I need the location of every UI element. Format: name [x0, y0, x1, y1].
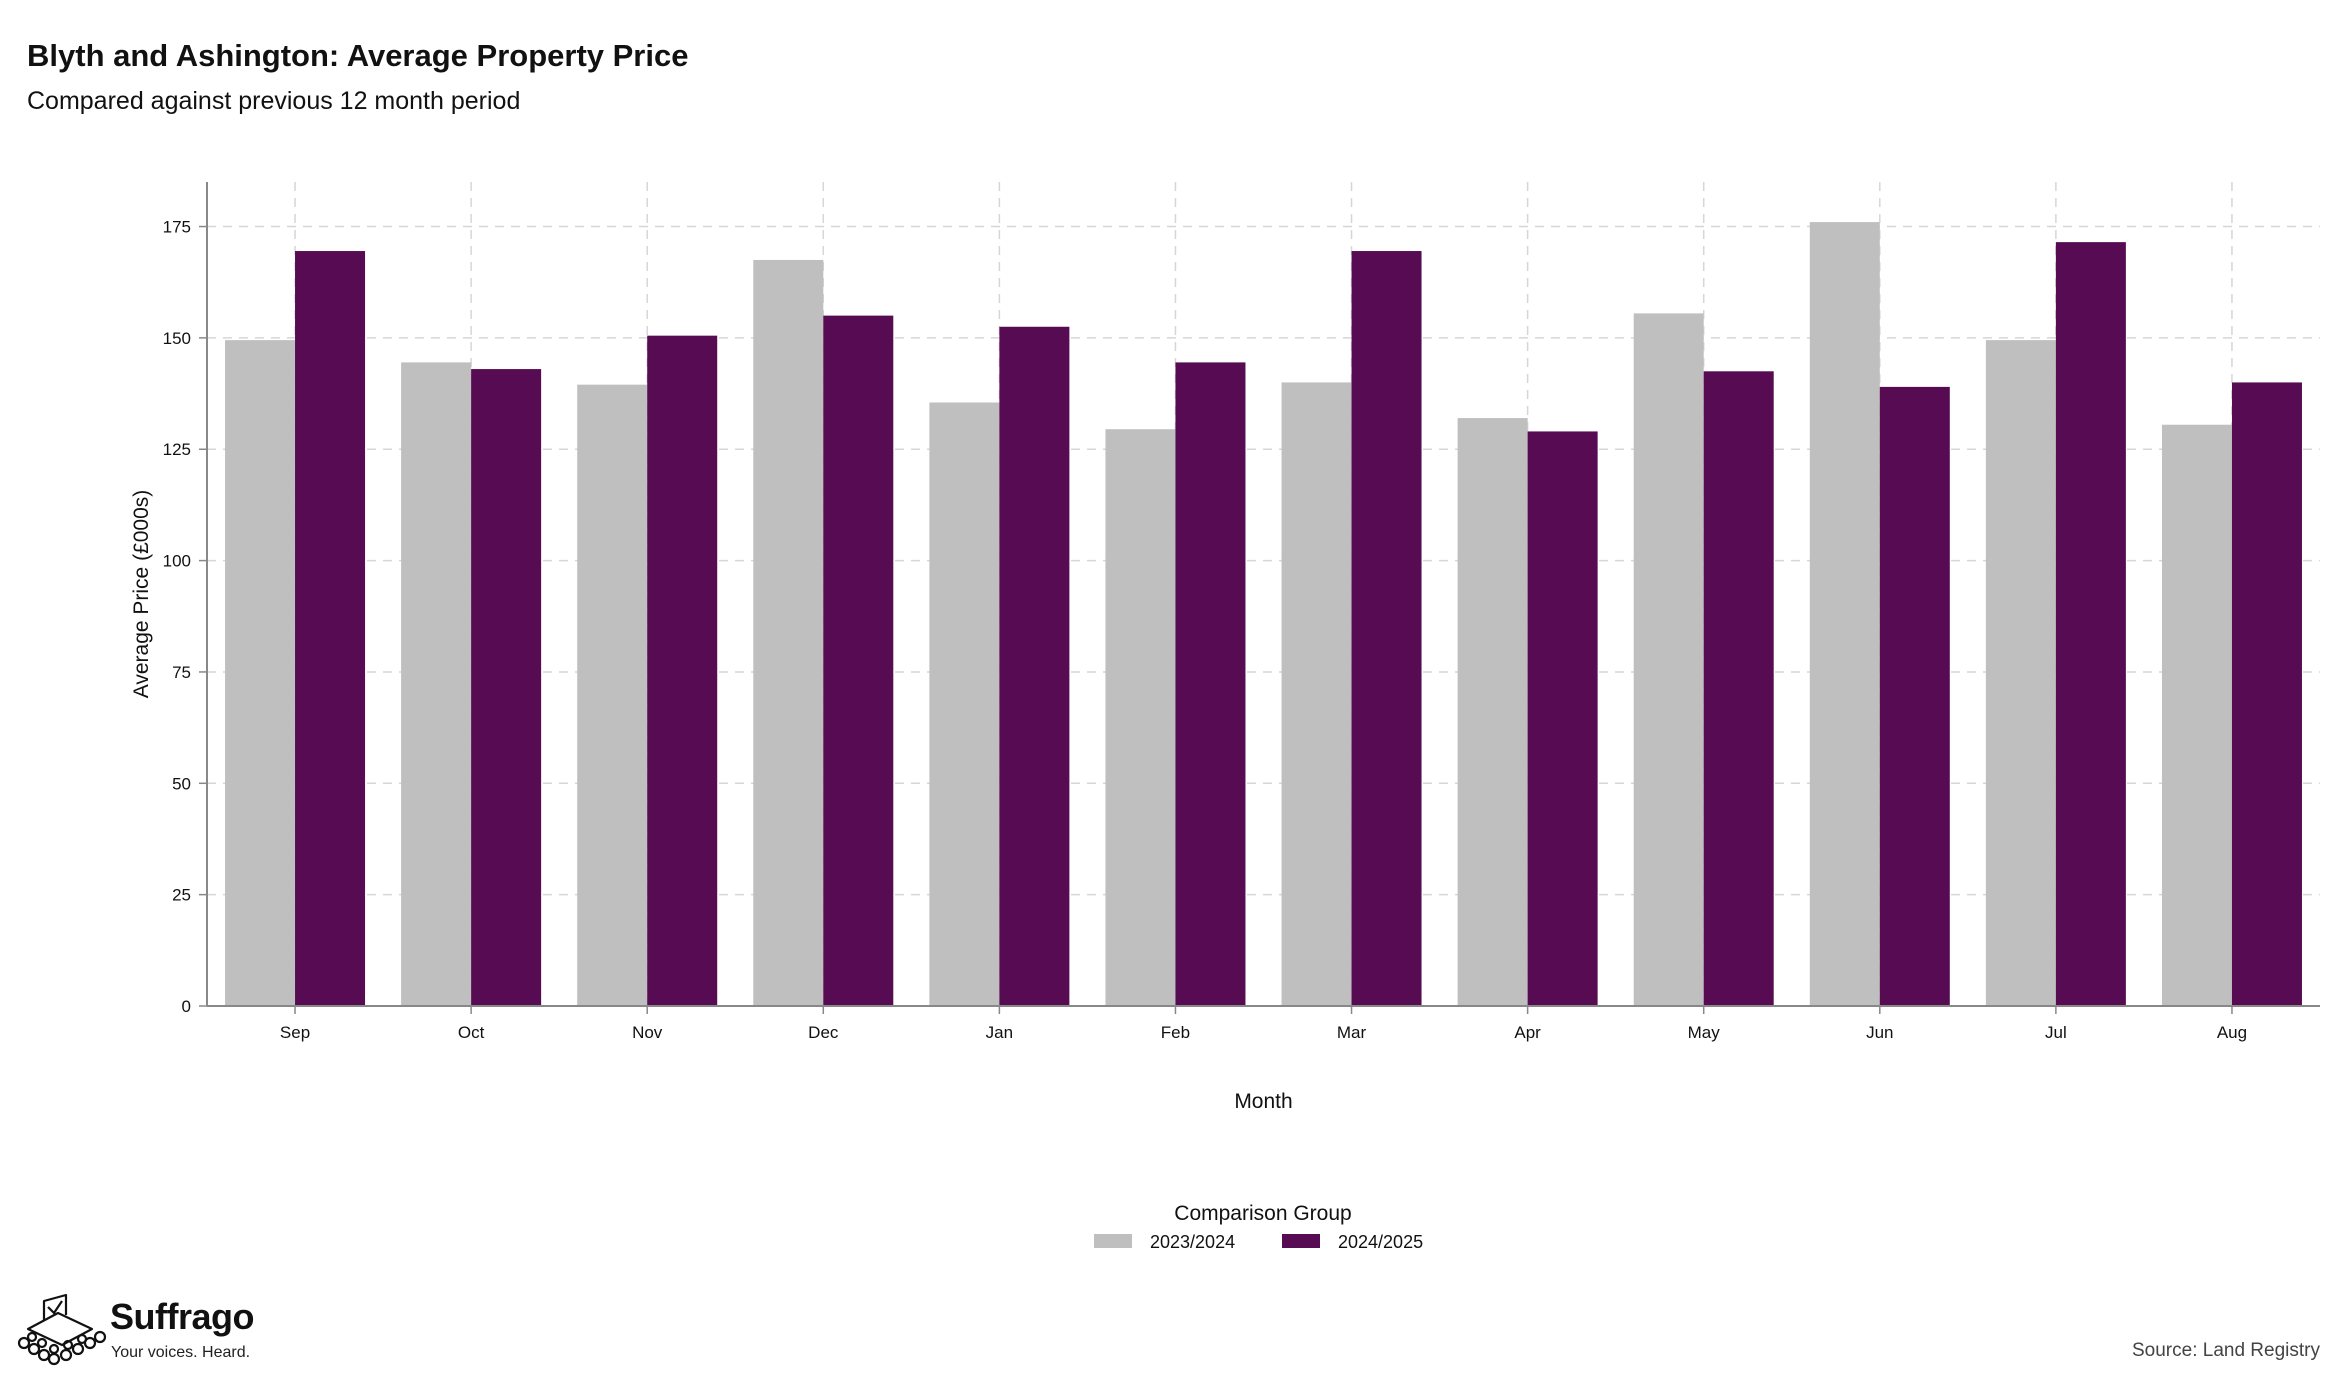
- legend-swatch-2023/2024: [1094, 1234, 1132, 1248]
- y-axis-title: Average Price (£000s): [130, 490, 153, 699]
- bar-2023/2024-Jul: [1985, 340, 2056, 1007]
- chart-title: Blyth and Ashington: Average Property Pr…: [27, 38, 689, 73]
- legend-swatch-2024/2025: [1282, 1234, 1320, 1248]
- bar-2024/2025-Feb: [1175, 362, 1246, 1007]
- y-tick-label: 0: [182, 997, 191, 1016]
- bar-2024/2025-Jun: [1879, 386, 1950, 1006]
- x-tick-label: May: [1688, 1023, 1721, 1042]
- bar-2023/2024-Oct: [401, 362, 472, 1007]
- x-tick-label: Jun: [1866, 1023, 1893, 1042]
- bar-2023/2024-Dec: [753, 259, 824, 1007]
- source-note: Source: Land Registry: [2132, 1340, 2320, 1361]
- y-tick-label: 125: [163, 440, 191, 459]
- legend: Comparison Group 2023/2024 2024/2025: [1094, 1202, 1423, 1252]
- bar-2024/2025-Nov: [647, 335, 718, 1006]
- brand-name: Suffrago: [110, 1296, 255, 1337]
- bar-2024/2025-Dec: [823, 315, 894, 1007]
- bar-2024/2025-Sep: [295, 251, 366, 1006]
- gridlines: [207, 182, 2320, 1007]
- y-tick-label: 25: [172, 886, 191, 905]
- y-tick-label: 100: [163, 552, 191, 571]
- bar-2023/2024-Sep: [225, 340, 296, 1007]
- bar-2024/2025-May: [1703, 371, 1774, 1006]
- bar-2023/2024-Nov: [577, 384, 648, 1007]
- bar-2024/2025-Oct: [471, 369, 542, 1006]
- bar-2024/2025-Aug: [2231, 382, 2302, 1006]
- bar-2024/2025-Jul: [2055, 242, 2126, 1006]
- legend-title: Comparison Group: [1174, 1202, 1351, 1225]
- bar-2024/2025-Mar: [1351, 251, 1422, 1006]
- axes: 0 25 50 75 100 125 150 175 Sep Oct Nov Dec Jan Feb Mar…: [163, 182, 2320, 1042]
- y-tick-label: 175: [163, 218, 191, 237]
- bar-2023/2024-Jun: [1809, 222, 1880, 1006]
- legend-label-2024/2025: 2024/2025: [1338, 1232, 1423, 1252]
- x-tick-label: Nov: [632, 1023, 663, 1042]
- x-tick-label: Aug: [2217, 1023, 2247, 1042]
- bar-2023/2024-Apr: [1457, 418, 1528, 1007]
- y-tick-label: 150: [163, 329, 191, 348]
- bar-chart: 0 25 50 75 100 125 150 175 Sep Oct Nov Dec Jan Feb Mar…: [130, 182, 2320, 1252]
- x-tick-label: Mar: [1337, 1023, 1367, 1042]
- bar-2024/2025-Jan: [999, 326, 1070, 1007]
- bars: [225, 222, 2302, 1007]
- bar-2024/2025-Apr: [1527, 431, 1598, 1007]
- legend-label-2023/2024: 2023/2024: [1150, 1232, 1235, 1252]
- y-tick-label: 75: [172, 663, 191, 682]
- x-tick-label: Dec: [808, 1023, 839, 1042]
- bar-2023/2024-Aug: [2161, 424, 2232, 1006]
- x-tick-label: Jul: [2045, 1023, 2067, 1042]
- x-tick-label: Apr: [1514, 1023, 1541, 1042]
- ballot-box-crowd-icon: [17, 1293, 107, 1366]
- chart-subtitle: Compared against previous 12 month perio…: [27, 87, 521, 115]
- bar-2023/2024-Mar: [1281, 382, 1352, 1006]
- x-tick-label: Oct: [458, 1023, 485, 1042]
- brand-tagline: Your voices. Heard.: [111, 1344, 251, 1361]
- x-tick-label: Feb: [1161, 1023, 1190, 1042]
- bar-2023/2024-Feb: [1105, 429, 1176, 1006]
- x-axis-title: Month: [1234, 1090, 1292, 1113]
- x-tick-label: Sep: [280, 1023, 310, 1042]
- bar-2023/2024-May: [1633, 313, 1704, 1006]
- x-tick-label: Jan: [986, 1023, 1013, 1042]
- y-tick-label: 50: [172, 774, 191, 793]
- bar-2023/2024-Jan: [929, 402, 1000, 1006]
